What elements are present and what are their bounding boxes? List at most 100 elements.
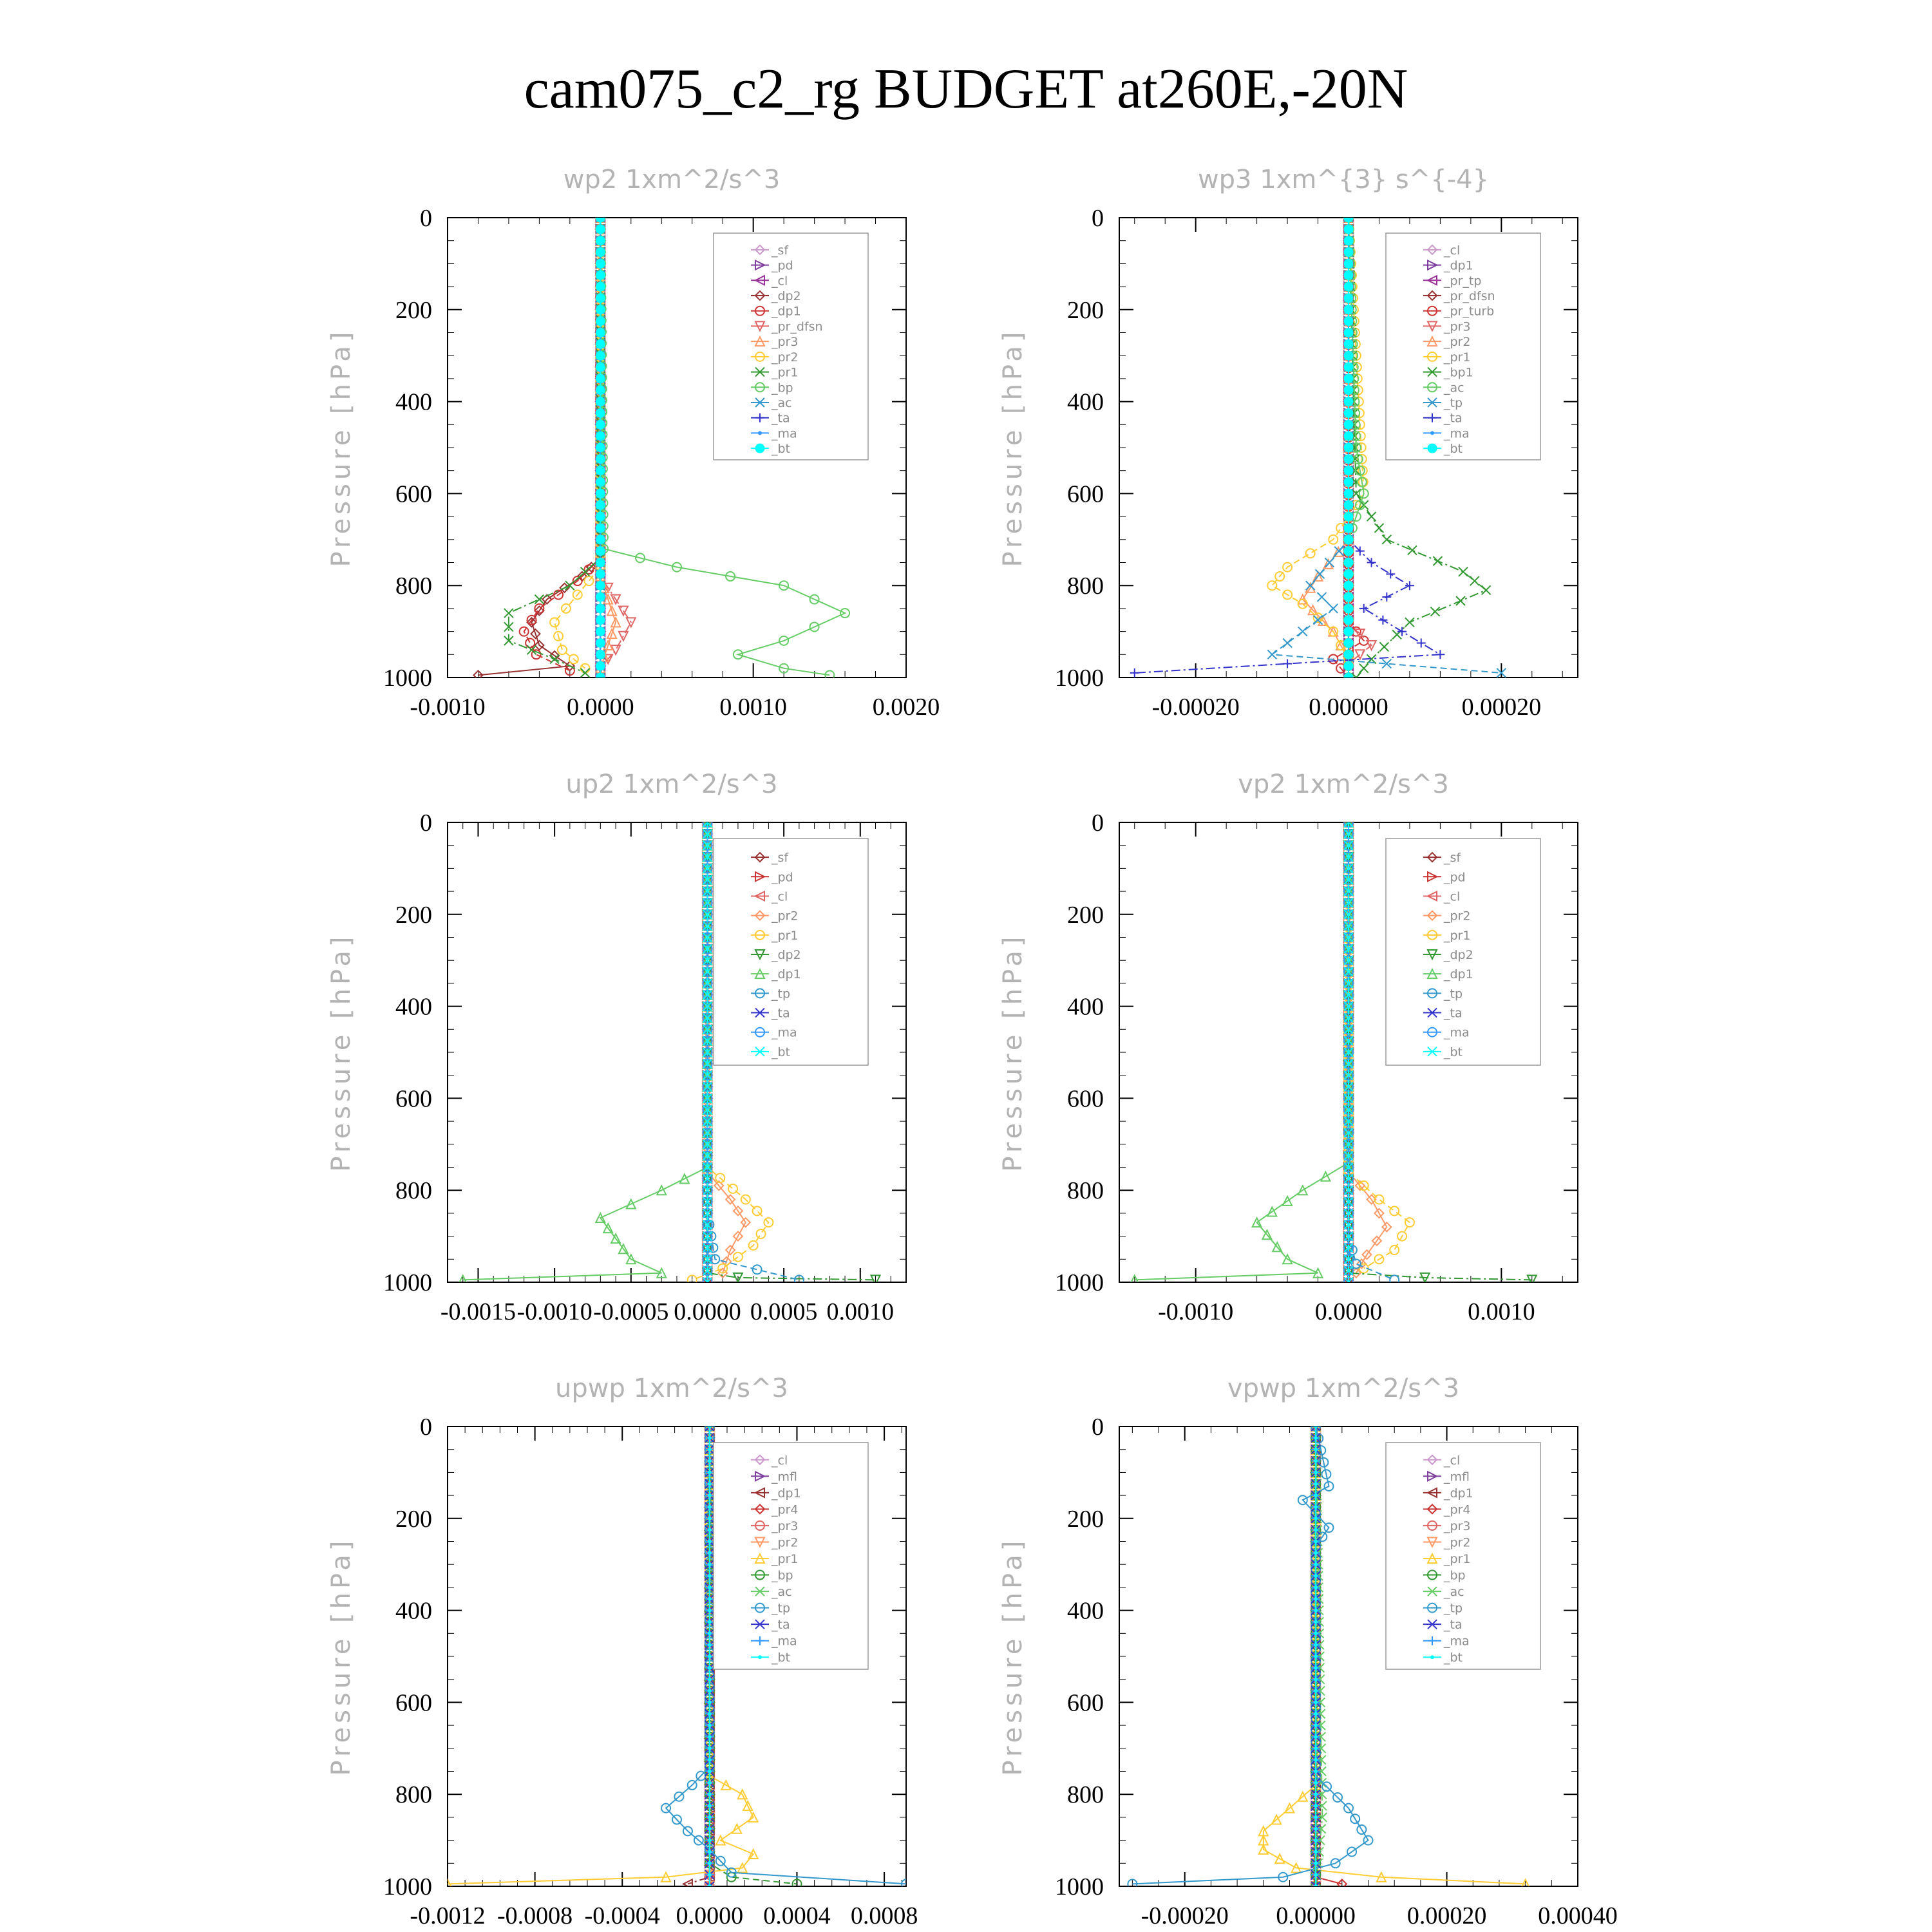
data-point bbox=[702, 1220, 713, 1230]
data-point bbox=[702, 909, 713, 920]
legend-marker bbox=[1426, 274, 1437, 286]
data-point bbox=[1336, 1879, 1348, 1886]
data-point bbox=[1343, 1162, 1354, 1173]
data-point bbox=[1343, 535, 1354, 545]
data-point bbox=[610, 1232, 621, 1244]
legend-marker bbox=[1426, 1537, 1438, 1548]
data-point bbox=[702, 1081, 713, 1092]
data-point bbox=[595, 316, 605, 327]
y-tick-label: 0 bbox=[420, 810, 432, 837]
data-point bbox=[869, 1274, 882, 1282]
data-point bbox=[702, 1093, 713, 1104]
legend-marker bbox=[1427, 397, 1437, 408]
data-point bbox=[1374, 1208, 1385, 1219]
data-point bbox=[679, 1173, 690, 1184]
y-tick-label: 400 bbox=[395, 389, 432, 416]
legend-label: _pr_tp bbox=[1443, 274, 1481, 288]
data-point bbox=[625, 617, 637, 629]
legend-marker bbox=[755, 1569, 765, 1580]
data-point bbox=[656, 1184, 667, 1196]
legend-marker bbox=[755, 1636, 764, 1645]
data-point bbox=[707, 1723, 712, 1728]
y-tick-label: 600 bbox=[1067, 1689, 1104, 1716]
data-point bbox=[1266, 1206, 1278, 1217]
data-point bbox=[707, 1769, 712, 1774]
data-point bbox=[1312, 570, 1324, 582]
data-point bbox=[1314, 1482, 1318, 1486]
data-point bbox=[1330, 1858, 1341, 1869]
data-point bbox=[1455, 596, 1466, 606]
y-tick-label: 400 bbox=[1067, 994, 1104, 1021]
legend: _sf _pd _cl _pr2 _pr1 _dp2 _dp1 _tp _ta _ma _bt bbox=[1385, 838, 1541, 1066]
data-point bbox=[707, 1435, 712, 1440]
legend-label: _pr2 bbox=[1443, 1535, 1470, 1549]
data-point bbox=[707, 1585, 712, 1589]
data-point bbox=[707, 1792, 712, 1797]
data-point bbox=[1343, 374, 1354, 384]
data-point bbox=[1343, 1276, 1354, 1282]
data-point bbox=[1365, 640, 1378, 652]
data-point bbox=[1314, 1551, 1318, 1555]
data-point bbox=[732, 1205, 744, 1217]
legend-label: _dp2 bbox=[771, 289, 801, 303]
data-point bbox=[618, 605, 629, 617]
data-point bbox=[1343, 829, 1354, 839]
legend-label: _bt bbox=[771, 1651, 790, 1665]
data-point bbox=[702, 1276, 713, 1282]
data-point bbox=[656, 1267, 667, 1278]
y-tick-label: 600 bbox=[1067, 480, 1104, 507]
legend-label: _dp1 bbox=[1443, 259, 1473, 273]
data-point bbox=[1343, 1070, 1354, 1081]
data-point bbox=[1343, 224, 1354, 234]
legend-label: _pr3 bbox=[1443, 1519, 1470, 1533]
data-point bbox=[1314, 1757, 1318, 1762]
data-point bbox=[1343, 1001, 1354, 1012]
data-point bbox=[595, 258, 605, 269]
data-point bbox=[1314, 1873, 1318, 1877]
legend-marker bbox=[755, 382, 765, 393]
data-point bbox=[1314, 1596, 1318, 1601]
legend-marker bbox=[1426, 290, 1438, 301]
data-point bbox=[526, 616, 537, 628]
data-point bbox=[1343, 851, 1354, 862]
data-point bbox=[1343, 523, 1354, 533]
legend-marker bbox=[1426, 949, 1438, 961]
legend-marker bbox=[1427, 1470, 1439, 1482]
data-point bbox=[1323, 1481, 1334, 1492]
data-point bbox=[748, 1240, 759, 1251]
series-tp bbox=[1127, 1426, 1374, 1886]
data-point bbox=[702, 943, 713, 954]
data-point bbox=[602, 593, 614, 605]
data-point bbox=[594, 1211, 606, 1224]
data-point bbox=[1343, 1265, 1354, 1276]
legend-marker bbox=[755, 413, 764, 422]
data-point bbox=[1351, 672, 1361, 677]
legend-label: _bt bbox=[1443, 1651, 1463, 1665]
data-point bbox=[702, 1116, 713, 1126]
y-tick-label: 1000 bbox=[383, 1873, 432, 1900]
data-point bbox=[1314, 1493, 1318, 1498]
data-point bbox=[1481, 585, 1492, 596]
data-point bbox=[1389, 1206, 1400, 1217]
data-point bbox=[1267, 580, 1278, 591]
data-point bbox=[1343, 1139, 1354, 1150]
legend-label: _cl bbox=[1443, 243, 1460, 258]
data-point bbox=[702, 1265, 713, 1276]
series-bt bbox=[702, 822, 713, 1282]
legend-label: _pr2 bbox=[1443, 909, 1470, 923]
data-point bbox=[707, 1459, 712, 1463]
data-point bbox=[1343, 851, 1354, 862]
data-point bbox=[595, 328, 605, 337]
y-tick-label: 200 bbox=[1067, 902, 1104, 929]
legend-label: _pr1 bbox=[771, 929, 798, 943]
data-point bbox=[1311, 1881, 1321, 1886]
legend-label: _pd bbox=[1443, 870, 1466, 884]
panel-title: vpwp 1xm^2/s^3 bbox=[1227, 1374, 1459, 1403]
data-point bbox=[779, 663, 790, 674]
data-point bbox=[1343, 431, 1354, 441]
data-point bbox=[625, 1253, 637, 1265]
data-point bbox=[1354, 649, 1366, 661]
data-point bbox=[779, 635, 790, 646]
x-tick-label: 0.00000 bbox=[1309, 694, 1388, 721]
data-point bbox=[553, 630, 564, 641]
